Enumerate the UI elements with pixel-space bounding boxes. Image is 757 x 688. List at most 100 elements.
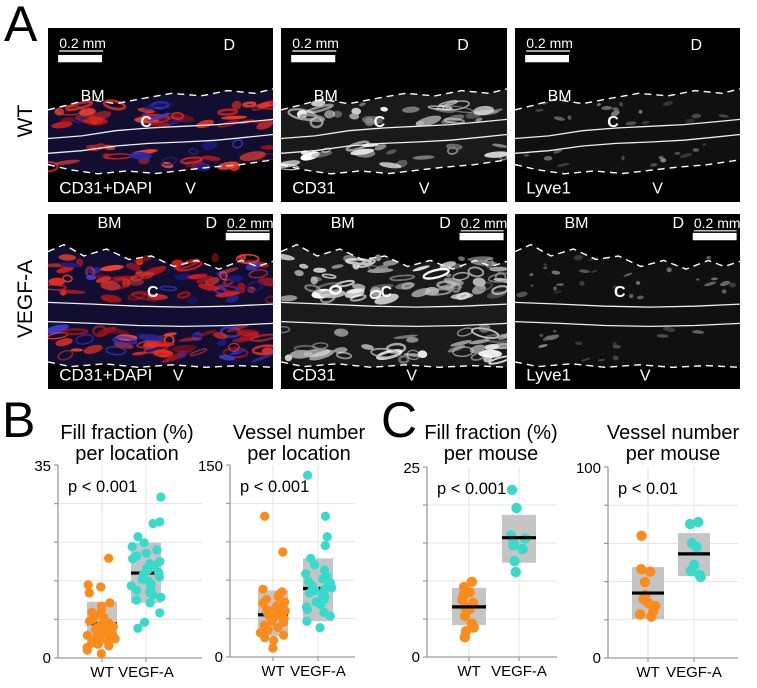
- y-max-label: 100: [576, 460, 601, 477]
- vessel-blob: [179, 156, 204, 165]
- vessel-blob: [294, 270, 304, 277]
- data-point: [96, 582, 106, 592]
- vessel-blob: [176, 260, 203, 272]
- cartilage-line-upper: [281, 118, 507, 140]
- vessel-blob: [309, 116, 324, 129]
- vessel-blob: [546, 335, 551, 340]
- chart-fill-fraction-per-mouse: Fill fraction (%)per mouse 25 0 p < 0.001 WT…: [403, 422, 557, 680]
- data-point: [316, 599, 326, 610]
- vessel-blob: [445, 143, 463, 150]
- vessel-blob: [543, 266, 548, 270]
- data-point: [91, 625, 101, 635]
- d-label: D: [206, 215, 218, 232]
- vessel-blob: [489, 266, 507, 272]
- vessel-blob: [105, 345, 127, 356]
- cartilage-line-upper: [515, 118, 740, 140]
- category-label: WT: [636, 664, 659, 681]
- vessel-blob: [257, 104, 273, 111]
- data-point: [639, 576, 651, 588]
- cartilage-line-upper: [281, 301, 507, 308]
- row-label-vegf-a: VEGF-A: [14, 259, 37, 339]
- chart-title-line2: per mouse: [444, 443, 539, 465]
- d-label: D: [439, 215, 451, 232]
- tissue-band: [515, 244, 740, 368]
- vessel-blob: [539, 333, 544, 337]
- vessel-blob: [706, 255, 712, 260]
- scale-bar-label: 0.2 mm: [461, 215, 507, 231]
- vessel-blob: [344, 288, 365, 299]
- y-max-label: 25: [403, 460, 420, 477]
- scale-bar-label: 0.2 mm: [227, 215, 273, 231]
- vessel-blob: [112, 335, 138, 345]
- data-point: [636, 530, 647, 541]
- panel-a-label: A: [4, 0, 38, 52]
- vessel-blob: [386, 149, 397, 155]
- vessel-blob: [171, 344, 196, 353]
- vessel-blob: [452, 271, 470, 281]
- vessel-blob: [380, 106, 388, 112]
- data-point: [141, 548, 151, 558]
- vessel-blob: [439, 261, 456, 269]
- vessel-blob: [456, 291, 470, 301]
- vessel-blob: [144, 102, 160, 111]
- data-point: [145, 598, 155, 608]
- vessel-blob: [411, 288, 432, 298]
- vessel-blob: [369, 289, 382, 300]
- vessel-blob: [188, 148, 199, 155]
- vessel-blob: [484, 151, 507, 158]
- vessel-blob: [311, 150, 333, 158]
- vessel-blob: [131, 291, 160, 302]
- vessel-blob: [235, 253, 260, 264]
- panel-c-label: C: [381, 392, 418, 448]
- vessel-blob: [333, 347, 348, 354]
- vessel-blob: [155, 352, 169, 356]
- vessel-blob: [309, 349, 335, 361]
- vessel-blob: [311, 99, 326, 107]
- vessel-blob: [201, 155, 221, 161]
- p-value-label: p < 0.01: [618, 480, 678, 498]
- scale-bar: [692, 232, 737, 241]
- vessel-blob: [475, 117, 483, 122]
- cartilage-line-lower: [281, 133, 507, 154]
- vessel-blob: [628, 293, 634, 299]
- vessel-blob: [211, 253, 219, 263]
- scale-bar: [291, 54, 336, 63]
- data-point: [693, 516, 704, 528]
- vessel-blob: [161, 156, 178, 166]
- vessel-blob: [491, 285, 507, 295]
- chart-title-line2: per location: [75, 443, 178, 465]
- data-point: [97, 604, 107, 615]
- vessel-blob: [596, 103, 601, 107]
- vessel-blob: [636, 295, 644, 300]
- boundary-dashed-top: [281, 88, 507, 111]
- vessel-blob: [245, 262, 261, 271]
- vessel-blob: [191, 334, 203, 338]
- data-point: [156, 492, 166, 502]
- cartilage-line-lower: [48, 320, 273, 328]
- data-point: [155, 608, 165, 618]
- vessel-blob: [685, 118, 695, 124]
- vessel-blob: [220, 115, 248, 120]
- vessel-blob: [587, 256, 599, 262]
- vessel-blob: [202, 140, 218, 151]
- vessel-blob: [450, 340, 472, 347]
- data-point: [260, 511, 270, 521]
- vessel-blob: [141, 113, 171, 124]
- vessel-blob: [371, 283, 394, 290]
- vessel-blob: [85, 275, 97, 280]
- vessel-blob: [490, 108, 503, 114]
- vessel-blob: [74, 114, 104, 124]
- data-point: [510, 566, 521, 578]
- data-point: [644, 566, 656, 577]
- vessel-blob: [251, 344, 273, 356]
- vessel-blob: [310, 276, 318, 285]
- vessel-blob: [492, 143, 507, 148]
- vessel-blob: [53, 159, 80, 165]
- stain-label: Lyve1: [526, 178, 571, 197]
- boundary-dashed-top: [515, 88, 740, 111]
- vessel-blob: [171, 259, 183, 266]
- data-point: [691, 541, 702, 553]
- vessel-blob: [625, 121, 637, 126]
- vessel-blob: [484, 257, 494, 269]
- p-value-label: p < 0.001: [240, 478, 309, 496]
